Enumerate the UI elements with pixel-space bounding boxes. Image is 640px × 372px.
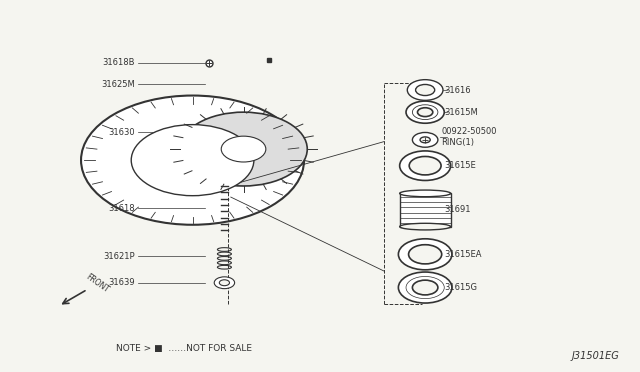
Text: FRONT: FRONT: [84, 273, 111, 295]
Text: 31691: 31691: [444, 205, 471, 215]
Circle shape: [220, 280, 230, 286]
Ellipse shape: [399, 223, 451, 230]
Text: 31615E: 31615E: [444, 161, 476, 170]
Circle shape: [412, 132, 438, 147]
Text: 31615G: 31615G: [444, 283, 477, 292]
Text: 31616: 31616: [444, 86, 471, 94]
Circle shape: [131, 125, 254, 196]
Circle shape: [214, 277, 235, 289]
Circle shape: [398, 272, 452, 303]
Text: 31615M: 31615M: [444, 108, 478, 117]
Text: 00922-50500
RING(1): 00922-50500 RING(1): [441, 127, 497, 147]
Circle shape: [412, 280, 438, 295]
Text: 31621P: 31621P: [104, 251, 135, 261]
Circle shape: [81, 96, 304, 225]
Text: 31625M: 31625M: [102, 80, 135, 89]
Circle shape: [415, 84, 435, 96]
Circle shape: [407, 80, 443, 100]
Circle shape: [408, 245, 442, 264]
Circle shape: [398, 239, 452, 270]
Text: 31630: 31630: [109, 128, 135, 137]
Text: J31501EG: J31501EG: [572, 351, 620, 361]
Ellipse shape: [399, 190, 451, 197]
Text: NOTE > ■  ……NOT FOR SALE: NOTE > ■ ……NOT FOR SALE: [116, 344, 252, 353]
Circle shape: [180, 112, 307, 186]
Circle shape: [406, 101, 444, 123]
Text: 31618B: 31618B: [102, 58, 135, 67]
Circle shape: [399, 151, 451, 180]
Text: 31618: 31618: [109, 203, 135, 213]
Text: 31639: 31639: [109, 278, 135, 287]
Circle shape: [221, 136, 266, 162]
Circle shape: [417, 108, 433, 116]
Bar: [399, 193, 451, 227]
Circle shape: [420, 137, 430, 143]
Text: 31615EA: 31615EA: [444, 250, 482, 259]
Circle shape: [409, 157, 441, 175]
